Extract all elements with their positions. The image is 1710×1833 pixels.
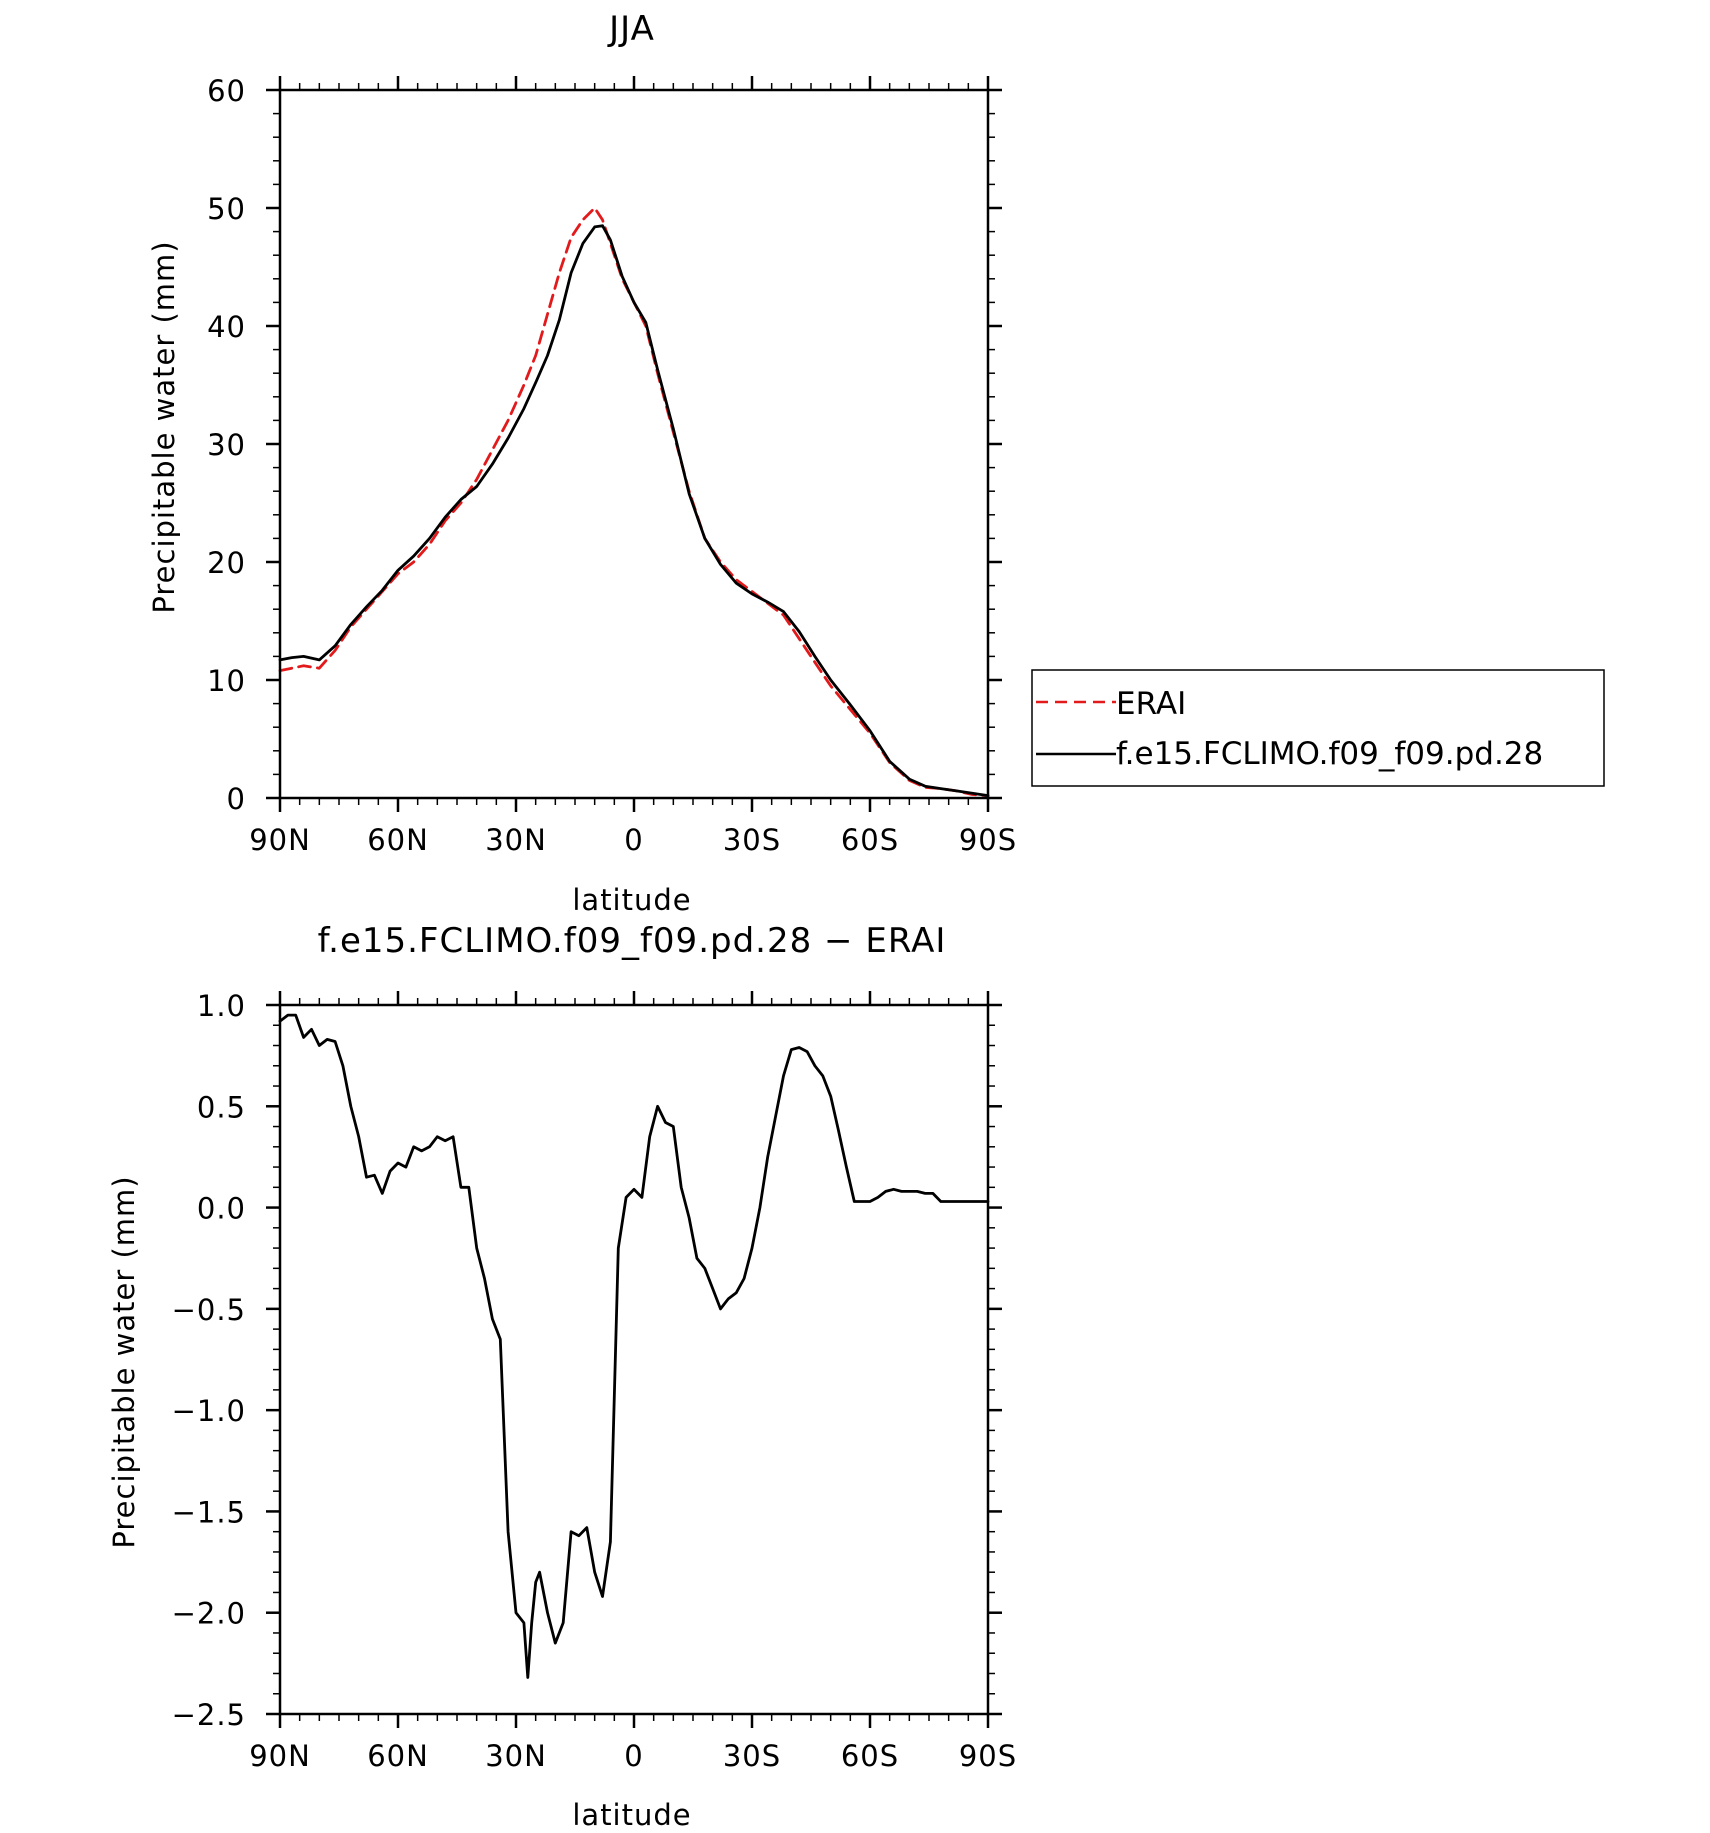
top-panel-ylabel: Precipitable water (mm)	[147, 240, 181, 613]
bottom-series-line-0	[278, 1013, 990, 1679]
bottom-x-tick-label: 90N	[249, 1739, 311, 1773]
top-panel: JJA latitude Precipitable water (mm) 90N…	[147, 9, 1605, 917]
top-y-tick-label: 50	[207, 192, 246, 226]
bottom-y-tick-label: −1.0	[172, 1394, 246, 1428]
bottom-panel-title: f.e15.FCLIMO.f09_f09.pd.28 − ERAI	[318, 921, 947, 961]
top-y-tick-label: 10	[207, 664, 246, 698]
top-x-tick-label: 0	[624, 823, 643, 857]
legend-box	[1031, 669, 1605, 787]
top-panel-frame	[278, 88, 990, 800]
top-x-tick-label: 60S	[841, 823, 899, 857]
bottom-y-tick-label: 1.0	[197, 989, 246, 1023]
top-panel-tick-labels: 90N 60N 30N 0 30S 60S 90S 0 10 20 30 40 50 60	[207, 74, 1017, 857]
top-panel-series	[278, 206, 990, 797]
bottom-x-tick-label: 0	[624, 1739, 643, 1773]
bottom-y-tick-label: 0.0	[197, 1192, 246, 1226]
bottom-x-tick-label: 60N	[367, 1739, 429, 1773]
bottom-y-tick-label: −2.5	[172, 1698, 246, 1732]
bottom-y-tick-label: 0.5	[197, 1090, 246, 1124]
top-y-tick-label: 30	[207, 428, 246, 462]
bottom-panel-series	[278, 1013, 990, 1679]
bottom-x-tick-label: 60S	[841, 1739, 899, 1773]
legend-label-erai: ERAI	[1116, 686, 1186, 722]
top-series-line-0	[278, 206, 990, 797]
legend-label-model: f.e15.FCLIMO.f09_f09.pd.28	[1116, 736, 1543, 772]
top-x-tick-label: 30N	[485, 823, 547, 857]
bottom-x-tick-label: 30N	[485, 1739, 547, 1773]
bottom-x-tick-label: 90S	[959, 1739, 1017, 1773]
bottom-y-tick-label: −2.0	[172, 1597, 246, 1631]
top-y-tick-label: 60	[207, 74, 246, 108]
bottom-panel-frame	[278, 1003, 990, 1716]
bottom-x-tick-label: 30S	[723, 1739, 781, 1773]
top-x-tick-label: 60N	[367, 823, 429, 857]
legend: ERAI f.e15.FCLIMO.f09_f09.pd.28	[1031, 669, 1605, 787]
top-y-tick-label: 0	[227, 782, 246, 816]
bottom-y-tick-label: −0.5	[172, 1293, 246, 1327]
top-y-tick-label: 40	[207, 310, 246, 344]
bottom-panel-tick-labels: 90N 60N 30N 0 30S 60S 90S 1.0 0.5 0.0 −0.5 −1.0 −1.5…	[172, 989, 1017, 1773]
top-series-line-1	[278, 224, 990, 797]
top-x-tick-label: 90N	[249, 823, 311, 857]
top-panel-xlabel: latitude	[572, 883, 691, 917]
top-x-tick-label: 30S	[723, 823, 781, 857]
top-panel-title: JJA	[607, 9, 655, 49]
bottom-panel-xlabel: latitude	[572, 1798, 691, 1832]
top-x-tick-label: 90S	[959, 823, 1017, 857]
bottom-panel-ylabel: Precipitable water (mm)	[107, 1175, 141, 1548]
top-y-tick-label: 20	[207, 546, 246, 580]
bottom-y-tick-label: −1.5	[172, 1495, 246, 1529]
bottom-panel: f.e15.FCLIMO.f09_f09.pd.28 − ERAI latitu…	[107, 921, 1017, 1832]
